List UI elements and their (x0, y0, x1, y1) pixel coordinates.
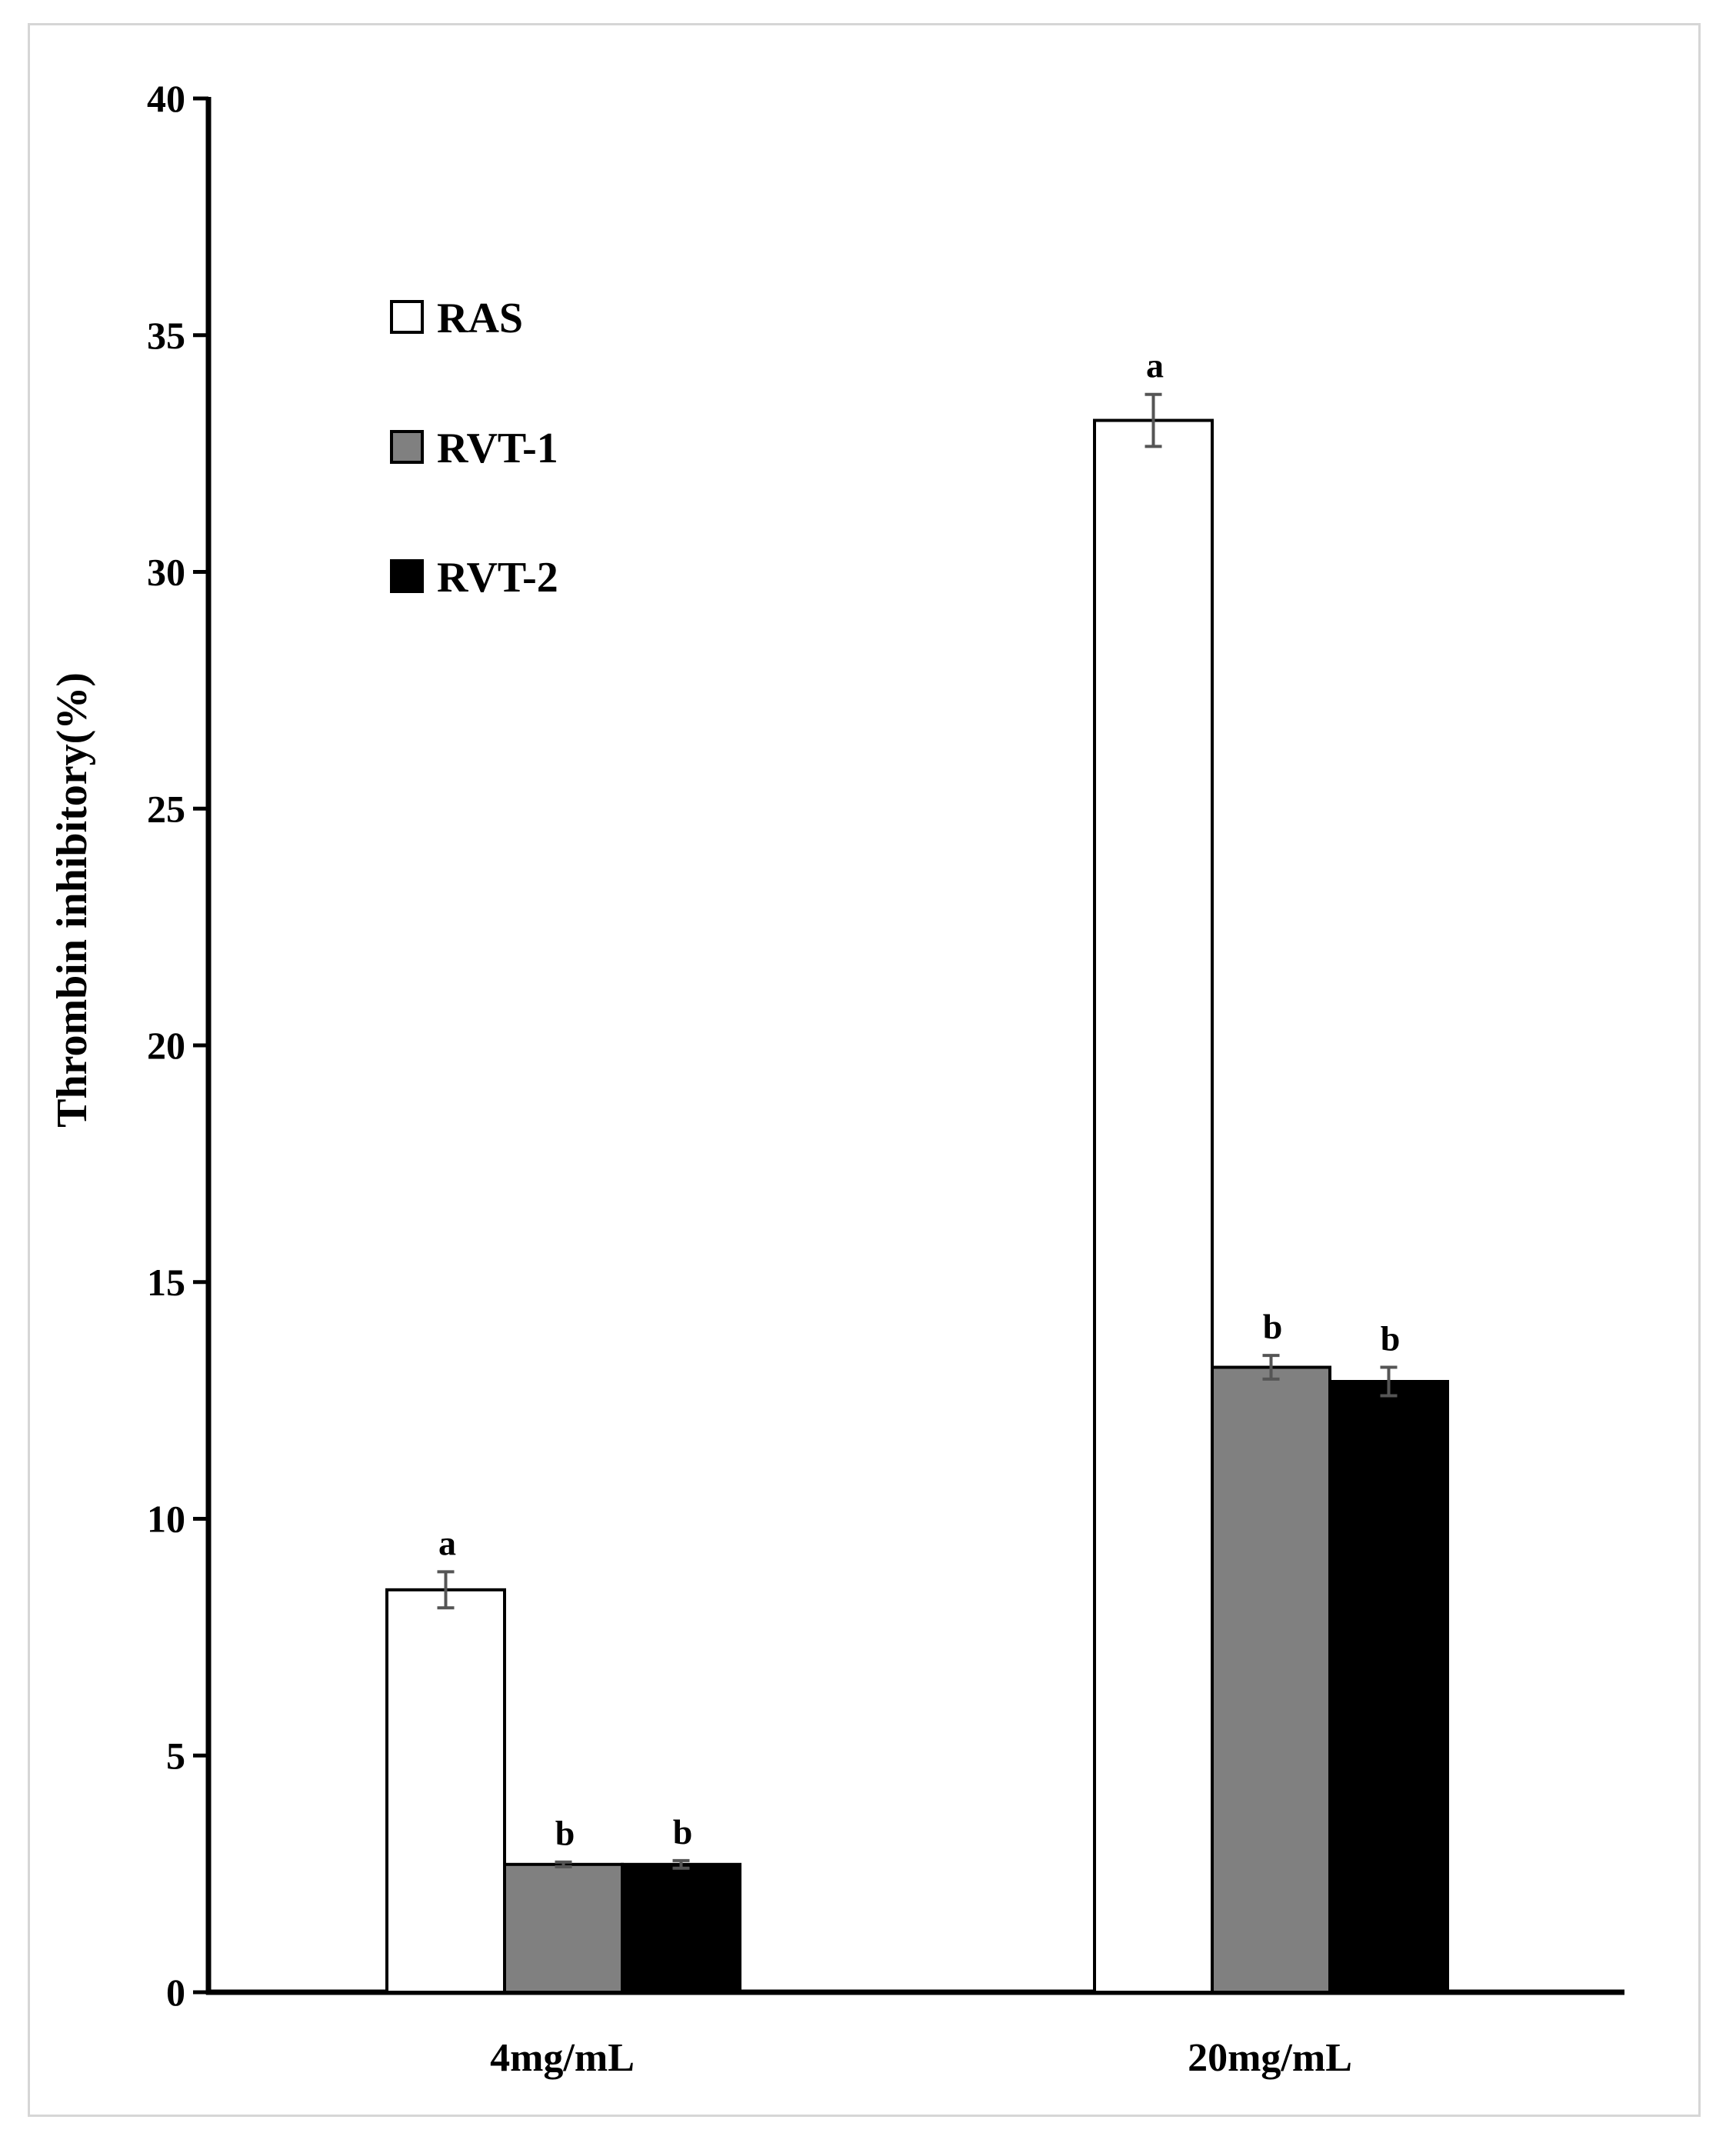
significance-letter: b (673, 1812, 693, 1851)
bar-ras (385, 1588, 506, 1994)
y-tick-label: 15 (147, 1261, 185, 1304)
y-tick-label: 30 (147, 551, 185, 594)
y-tick-label: 35 (147, 314, 185, 357)
legend: RAS RVT-1 RVT-2 (390, 295, 558, 602)
y-tick-label: 25 (147, 787, 185, 830)
figure-frame (28, 23, 1701, 2117)
legend-swatch-rvt-1 (390, 430, 424, 464)
legend-swatch-ras (390, 300, 424, 334)
bar-rvt-2 (621, 1862, 741, 1994)
y-axis-label: Thrombin inhibitory(%) (48, 672, 96, 1128)
x-tick-label: 20mg/mL (1188, 2036, 1352, 2080)
y-tick-label: 40 (147, 77, 185, 120)
legend-label-ras: RAS (437, 295, 523, 342)
y-tick-label: 5 (166, 1734, 185, 1777)
y-axis: 0 5 10 15 20 25 30 35 40 (147, 77, 212, 2014)
significance-letter: b (1263, 1307, 1283, 1346)
bar-ras (1093, 418, 1214, 1994)
bar-rvt-1 (1211, 1365, 1331, 1995)
y-tick-label: 0 (166, 1971, 185, 2014)
bars: a b b a b b (385, 346, 1449, 1995)
significance-letter: a (438, 1523, 456, 1562)
significance-letter: b (555, 1814, 575, 1853)
significance-letter: a (1146, 346, 1164, 385)
x-tick-label: 4mg/mL (490, 2036, 635, 2080)
legend-label-rvt-2: RVT-2 (437, 554, 558, 602)
significance-letter: b (1381, 1319, 1401, 1358)
legend-swatch-rvt-2 (390, 559, 424, 593)
x-axis: 4mg/mL 20mg/mL (206, 1989, 1624, 2080)
bar-rvt-1 (503, 1862, 624, 1994)
y-tick-label: 20 (147, 1024, 185, 1067)
legend-label-rvt-1: RVT-1 (437, 425, 558, 472)
bar-rvt-2 (1328, 1380, 1449, 1994)
y-tick-label: 10 (147, 1498, 185, 1541)
